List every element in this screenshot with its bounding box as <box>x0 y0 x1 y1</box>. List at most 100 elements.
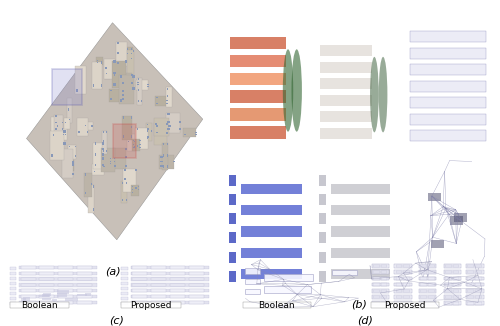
Bar <box>380 277 388 280</box>
Ellipse shape <box>283 49 293 132</box>
Bar <box>58 272 74 275</box>
Bar <box>136 145 138 147</box>
Bar <box>151 295 166 298</box>
Bar <box>403 302 410 304</box>
Bar <box>403 283 410 286</box>
Bar <box>445 283 452 286</box>
Bar <box>20 283 97 287</box>
Bar <box>20 289 97 292</box>
Bar <box>20 295 97 298</box>
Bar <box>167 95 168 97</box>
Bar <box>394 289 411 292</box>
Bar <box>133 50 134 52</box>
Bar <box>10 297 16 300</box>
Bar <box>245 289 260 294</box>
Bar <box>380 283 388 286</box>
Bar <box>105 69 110 79</box>
Bar <box>58 289 74 292</box>
Bar <box>245 279 260 284</box>
Bar <box>138 189 139 190</box>
Bar <box>380 296 388 298</box>
Bar <box>373 277 380 280</box>
Bar <box>125 165 127 167</box>
Bar <box>134 141 136 142</box>
Bar <box>122 277 128 280</box>
Bar <box>50 131 64 160</box>
Bar <box>63 160 74 171</box>
Bar <box>380 271 388 273</box>
Bar <box>372 289 390 292</box>
Bar <box>166 87 172 107</box>
Bar <box>466 270 483 274</box>
Bar <box>23 297 30 301</box>
Bar <box>122 297 128 300</box>
Bar <box>264 274 314 281</box>
Bar <box>57 292 68 297</box>
Bar <box>114 161 115 162</box>
Bar <box>403 277 410 280</box>
Bar <box>420 289 427 292</box>
Bar <box>331 269 390 279</box>
Bar <box>40 272 54 275</box>
Bar <box>189 301 204 304</box>
Bar <box>466 289 483 292</box>
Bar <box>468 265 474 267</box>
Bar <box>131 301 209 304</box>
Bar <box>64 130 66 133</box>
Bar <box>103 131 104 133</box>
Bar <box>122 82 124 84</box>
Bar <box>410 32 486 42</box>
Bar <box>132 139 140 151</box>
Bar <box>180 128 182 130</box>
Bar <box>20 266 36 269</box>
Bar <box>92 62 102 89</box>
Bar <box>52 68 82 105</box>
Bar <box>62 122 64 123</box>
Bar <box>117 52 119 54</box>
Bar <box>92 164 104 174</box>
Bar <box>229 271 236 282</box>
Bar <box>77 272 92 275</box>
Bar <box>135 187 137 189</box>
Bar <box>156 125 158 127</box>
Bar <box>63 131 64 132</box>
Bar <box>122 287 128 290</box>
Bar <box>114 165 116 167</box>
Bar <box>54 114 63 132</box>
Bar <box>134 146 136 148</box>
Bar <box>319 232 326 244</box>
Bar <box>52 134 54 136</box>
Bar <box>466 302 483 305</box>
Bar <box>132 272 148 275</box>
FancyBboxPatch shape <box>122 302 180 308</box>
Text: Proposed: Proposed <box>130 301 172 309</box>
Bar <box>403 271 410 273</box>
Bar <box>110 158 112 159</box>
Bar <box>104 59 115 79</box>
Bar <box>189 295 204 298</box>
Bar <box>452 277 460 280</box>
Bar <box>475 277 482 280</box>
Bar <box>85 192 86 194</box>
Bar <box>331 184 390 194</box>
Bar <box>475 265 482 267</box>
Bar <box>20 301 36 304</box>
Bar <box>428 193 442 201</box>
Bar <box>112 61 126 88</box>
Bar <box>445 277 452 280</box>
Bar <box>180 121 182 123</box>
Bar <box>20 284 36 286</box>
Bar <box>420 302 427 304</box>
Bar <box>10 292 16 295</box>
Bar <box>380 302 388 304</box>
Bar <box>454 214 467 222</box>
Bar <box>102 131 108 155</box>
Bar <box>419 264 436 268</box>
Bar <box>76 294 87 296</box>
Bar <box>195 132 197 133</box>
Bar <box>373 271 380 273</box>
Bar <box>20 295 36 298</box>
Bar <box>372 270 390 274</box>
Bar <box>136 128 138 130</box>
Bar <box>44 292 51 296</box>
